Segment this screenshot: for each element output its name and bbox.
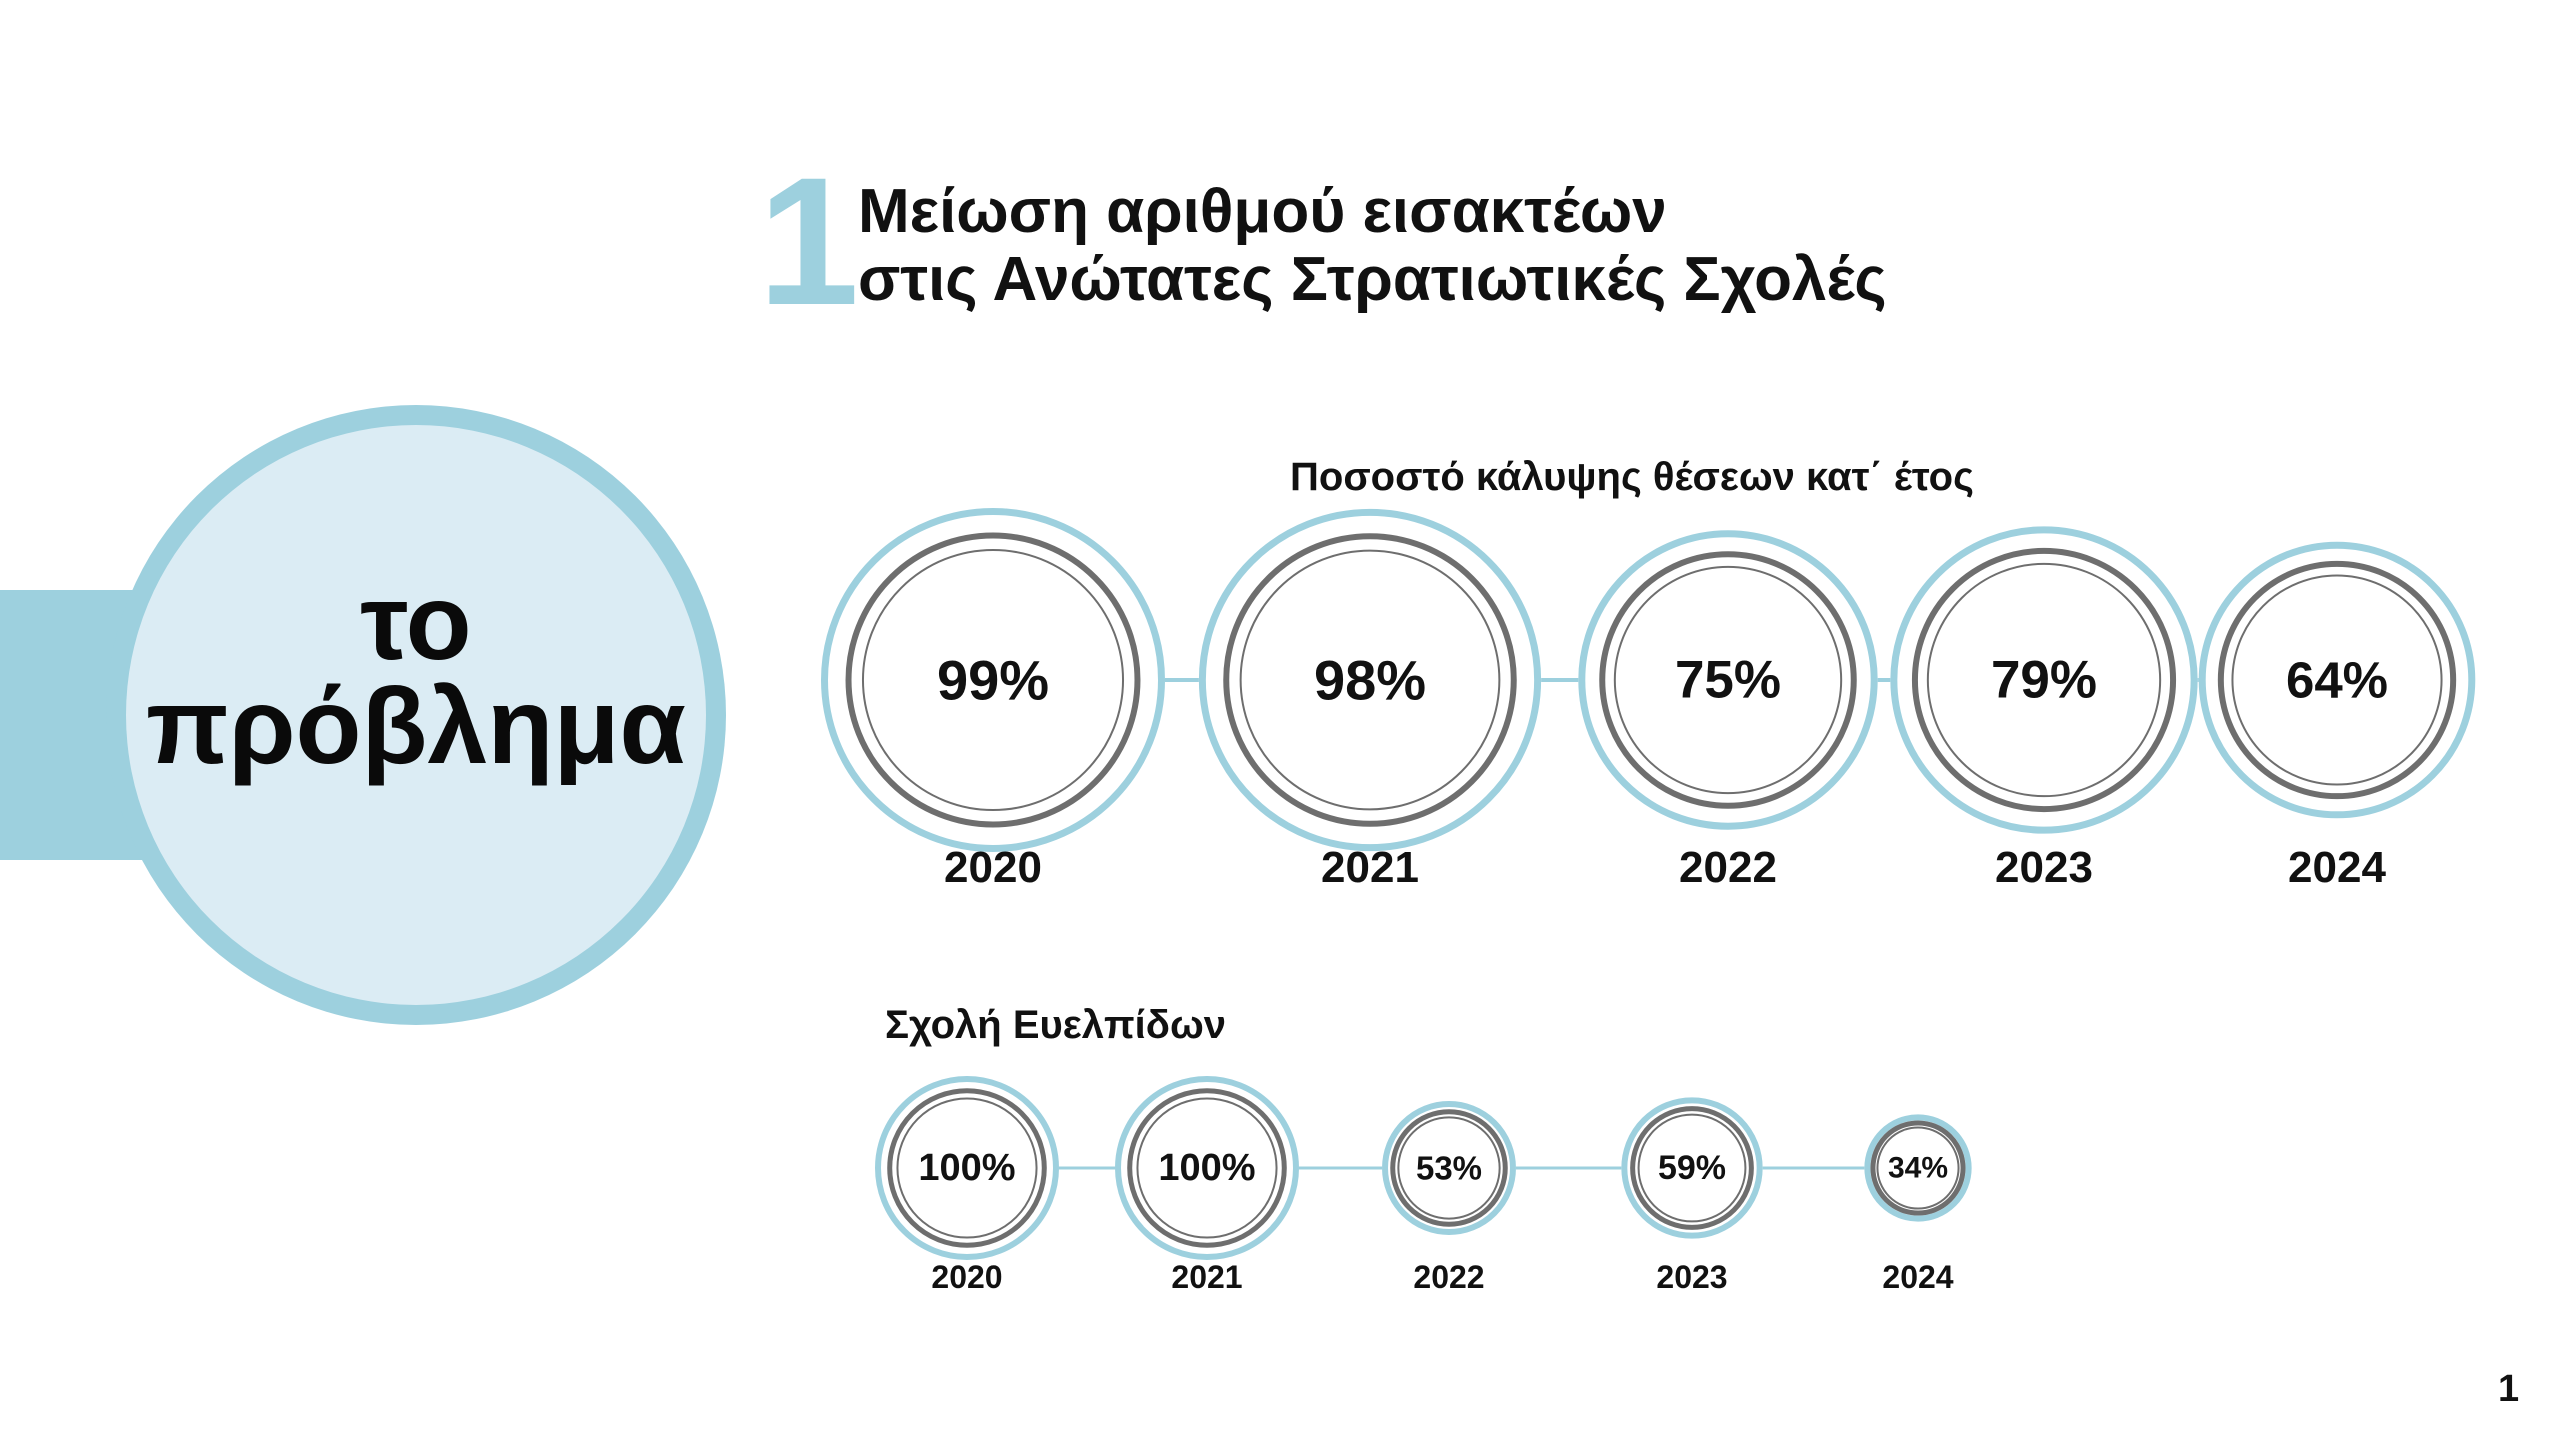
bubble-value-2022: 53% — [1416, 1150, 1482, 1187]
bubble-gray-ring-2020 — [845, 532, 1141, 828]
bubble-value-2024: 64% — [2286, 652, 2388, 709]
bubble-inner-ring-2023 — [1926, 562, 2162, 798]
bubble-inner-ring-2024 — [1876, 1126, 1960, 1210]
bubble-inner-ring-2023 — [1637, 1113, 1747, 1223]
bubble-value-2021: 100% — [1158, 1147, 1255, 1189]
bubble-inner-ring-2022 — [1397, 1116, 1501, 1220]
year-label-2020: 2020 — [944, 843, 1042, 892]
bubble-value-2020: 99% — [937, 649, 1049, 712]
hero-title-line1: το — [360, 561, 472, 682]
hero-title: το πρόβλημα — [126, 561, 706, 786]
bubble-gray-ring-2022 — [1390, 1109, 1508, 1227]
bubble-value-2020: 100% — [918, 1147, 1015, 1189]
bubble-gray-ring-2021 — [1127, 1088, 1287, 1248]
bubble-value-2023: 59% — [1658, 1149, 1726, 1187]
year-label-2023: 2023 — [1995, 843, 2093, 892]
bubble-gray-ring-2023 — [1630, 1106, 1754, 1230]
bubble-gray-ring-2023 — [1911, 547, 2177, 813]
year-label-2022: 2022 — [1679, 843, 1777, 892]
year-label-2022: 2022 — [1413, 1259, 1484, 1295]
year-label-2020: 2020 — [931, 1259, 1002, 1295]
bubble-inner-ring-2020 — [861, 548, 1125, 812]
slide-title-line1: Μείωση αριθμού εισακτέων — [858, 177, 1667, 246]
bubble-value-2021: 98% — [1314, 649, 1426, 712]
year-label-2023: 2023 — [1656, 1259, 1727, 1295]
year-label-2024: 2024 — [1882, 1259, 1953, 1295]
bubble-inner-ring-2024 — [2231, 574, 2443, 786]
bubble-inner-ring-2022 — [1613, 565, 1843, 795]
bubble-gray-ring-2022 — [1599, 551, 1857, 809]
chart-title-school: Σχολή Ευελπίδων — [885, 1003, 1227, 1047]
section-number: 1 — [758, 139, 860, 343]
page-number: 1 — [2498, 1368, 2520, 1410]
chart-title-overall: Ποσοστό κάλυψης θέσεων κατ΄ έτος — [1290, 455, 1974, 499]
bubble-inner-ring-2021 — [1136, 1097, 1278, 1239]
slide-title: Μείωση αριθμού εισακτέων στις Ανώτατες Σ… — [858, 178, 1887, 314]
year-label-2021: 2021 — [1321, 843, 1419, 892]
bubble-value-2024: 34% — [1888, 1152, 1948, 1185]
bubble-value-2023: 79% — [1991, 651, 2097, 710]
hero-title-line2: πρόβλημα — [146, 665, 686, 786]
hero-circle-inner — [126, 425, 706, 1005]
slide-title-line2: στις Ανώτατες Στρατιωτικές Σχολές — [858, 245, 1887, 314]
bubble-gray-ring-2024 — [1870, 1120, 1966, 1216]
bubble-value-2022: 75% — [1675, 651, 1781, 710]
year-label-2021: 2021 — [1171, 1259, 1242, 1295]
bubble-inner-ring-2021 — [1239, 549, 1501, 811]
year-label-2024: 2024 — [2288, 843, 2386, 892]
bubble-gray-ring-2024 — [2217, 560, 2457, 800]
bubble-gray-ring-2021 — [1223, 533, 1517, 827]
bubble-inner-ring-2020 — [896, 1097, 1038, 1239]
bubble-gray-ring-2020 — [887, 1088, 1047, 1248]
